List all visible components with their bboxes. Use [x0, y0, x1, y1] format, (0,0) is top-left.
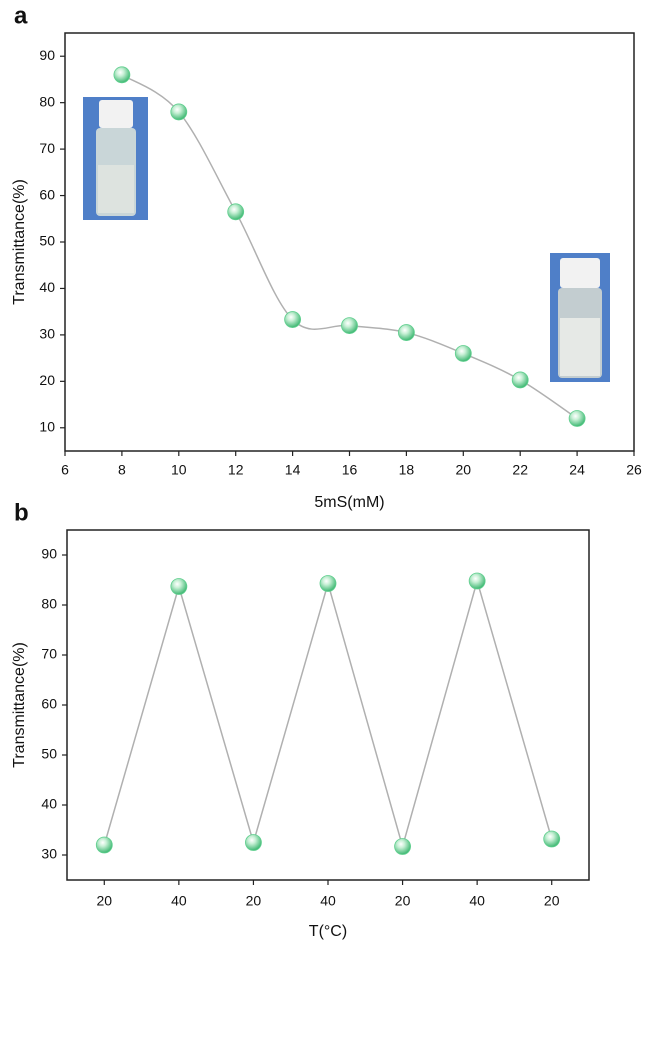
y-tick-label: 60	[41, 696, 57, 712]
line	[121, 74, 578, 420]
line	[103, 578, 553, 850]
x-tick-label: 40	[469, 893, 485, 909]
x-tick-label: 20	[246, 893, 262, 909]
point	[397, 324, 415, 341]
x-tick-label: 40	[320, 893, 336, 909]
y-tick-label: 80	[39, 93, 55, 109]
x-tick-label: 6	[61, 462, 69, 478]
x-tick-label: 24	[569, 462, 585, 478]
x-tick-label: 8	[118, 462, 126, 478]
point	[543, 830, 561, 848]
point	[341, 317, 358, 335]
x-axis-label: 5mS(mM)	[314, 494, 384, 511]
y-tick-label: 50	[41, 746, 57, 762]
point	[511, 371, 529, 389]
x-tick-label: 20	[544, 893, 560, 909]
panel-label: b	[14, 499, 29, 526]
point	[284, 311, 302, 328]
plot-frame	[64, 32, 635, 452]
x-tick-label: 18	[399, 462, 415, 478]
x-tick-label: 22	[512, 462, 528, 478]
vial-photo	[83, 97, 148, 220]
x-axis-label: T(°C)	[309, 923, 347, 940]
y-tick-label: 10	[39, 418, 55, 434]
x-tick-label: 14	[285, 462, 301, 478]
vial-photo	[550, 253, 610, 382]
y-tick-label: 20	[39, 372, 55, 388]
point	[568, 410, 586, 427]
y-tick-label: 70	[41, 646, 57, 662]
x-tick-label: 20	[456, 462, 472, 478]
x-tick-label: 10	[171, 462, 187, 478]
point	[454, 345, 472, 362]
y-tick-label: 50	[39, 233, 55, 249]
y-tick-label: 60	[39, 186, 55, 202]
y-tick-label: 30	[39, 326, 55, 342]
point	[170, 578, 188, 595]
point	[319, 575, 337, 592]
x-tick-label: 40	[171, 893, 187, 909]
y-tick-label: 80	[41, 596, 57, 612]
y-tick-label: 40	[41, 796, 57, 812]
point	[113, 66, 131, 84]
x-tick-label: 12	[228, 462, 244, 478]
y-tick-label: 40	[39, 279, 55, 295]
y-tick-label: 90	[39, 47, 55, 63]
point	[394, 838, 411, 855]
y-axis-label: Transmittance(%)	[11, 642, 28, 768]
y-axis-label: Transmittance(%)	[11, 179, 28, 305]
point	[170, 103, 188, 121]
x-tick-label: 16	[342, 462, 358, 478]
y-tick-label: 90	[41, 546, 57, 562]
x-tick-label: 26	[626, 462, 642, 478]
y-tick-label: 70	[39, 140, 55, 156]
y-tick-label: 30	[41, 846, 57, 862]
x-tick-label: 20	[395, 893, 411, 909]
point	[245, 834, 262, 851]
point	[468, 572, 486, 590]
panel-label: a	[14, 2, 28, 29]
point	[227, 203, 245, 221]
point	[95, 836, 113, 854]
x-tick-label: 20	[96, 893, 112, 909]
